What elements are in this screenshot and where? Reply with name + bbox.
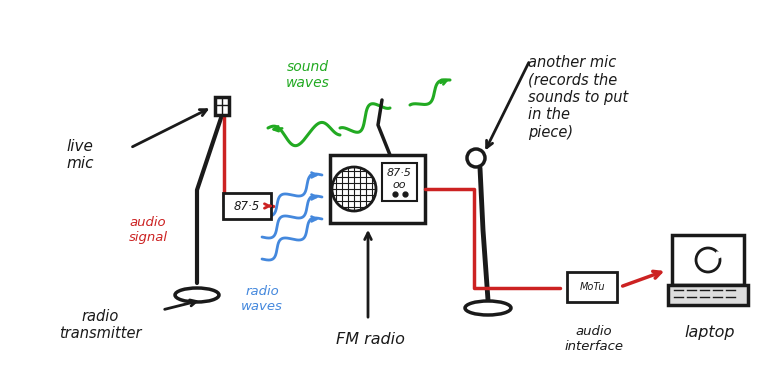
Ellipse shape: [175, 288, 219, 302]
Text: live
mic: live mic: [66, 139, 94, 171]
FancyBboxPatch shape: [223, 193, 271, 219]
Text: laptop: laptop: [685, 325, 735, 340]
Text: sound
waves: sound waves: [286, 60, 330, 90]
Text: radio
transmitter: radio transmitter: [58, 309, 141, 341]
FancyBboxPatch shape: [668, 285, 748, 305]
Text: 87·5
oo: 87·5 oo: [387, 168, 412, 190]
FancyBboxPatch shape: [330, 155, 425, 223]
Text: audio
interface: audio interface: [564, 325, 624, 353]
Ellipse shape: [465, 301, 511, 315]
Text: FM radio: FM radio: [336, 332, 405, 348]
Wedge shape: [714, 252, 723, 258]
FancyBboxPatch shape: [672, 235, 744, 285]
Text: another mic
(records the
sounds to put
in the
piece): another mic (records the sounds to put i…: [528, 55, 628, 140]
Text: audio
signal: audio signal: [128, 216, 167, 244]
Text: radio
waves: radio waves: [241, 285, 283, 313]
FancyBboxPatch shape: [215, 97, 229, 115]
Text: 87·5: 87·5: [234, 200, 260, 213]
Text: MoTu: MoTu: [579, 282, 604, 292]
FancyBboxPatch shape: [382, 163, 417, 201]
FancyBboxPatch shape: [567, 272, 617, 302]
